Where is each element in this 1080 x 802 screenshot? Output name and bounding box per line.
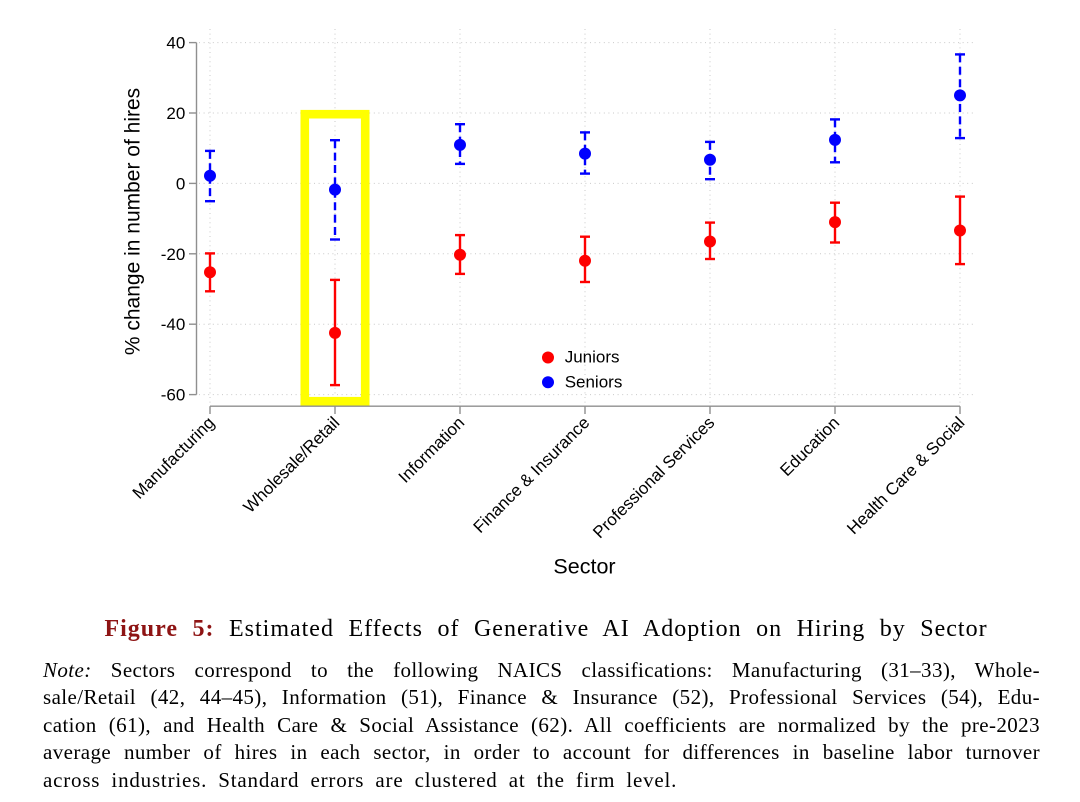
svg-text:% change in number of hires: % change in number of hires [122, 88, 145, 355]
svg-text:20: 20 [166, 104, 185, 123]
svg-text:40: 40 [166, 34, 185, 53]
svg-text:0: 0 [176, 174, 185, 193]
svg-text:Wholesale/Retail: Wholesale/Retail [240, 413, 344, 517]
svg-text:Finance & Insurance: Finance & Insurance [470, 413, 594, 537]
svg-text:-20: -20 [161, 245, 186, 264]
svg-text:Health Care & Social: Health Care & Social [843, 413, 968, 538]
svg-text:Professional Services: Professional Services [589, 413, 718, 542]
svg-text:-40: -40 [161, 315, 186, 334]
svg-text:Seniors: Seniors [565, 372, 623, 391]
svg-text:-60: -60 [161, 386, 186, 405]
svg-text:Juniors: Juniors [565, 348, 620, 367]
svg-text:Manufacturing: Manufacturing [129, 413, 219, 503]
svg-text:Sector: Sector [553, 555, 615, 579]
svg-text:Information: Information [395, 413, 469, 487]
svg-text:Education: Education [776, 413, 843, 480]
